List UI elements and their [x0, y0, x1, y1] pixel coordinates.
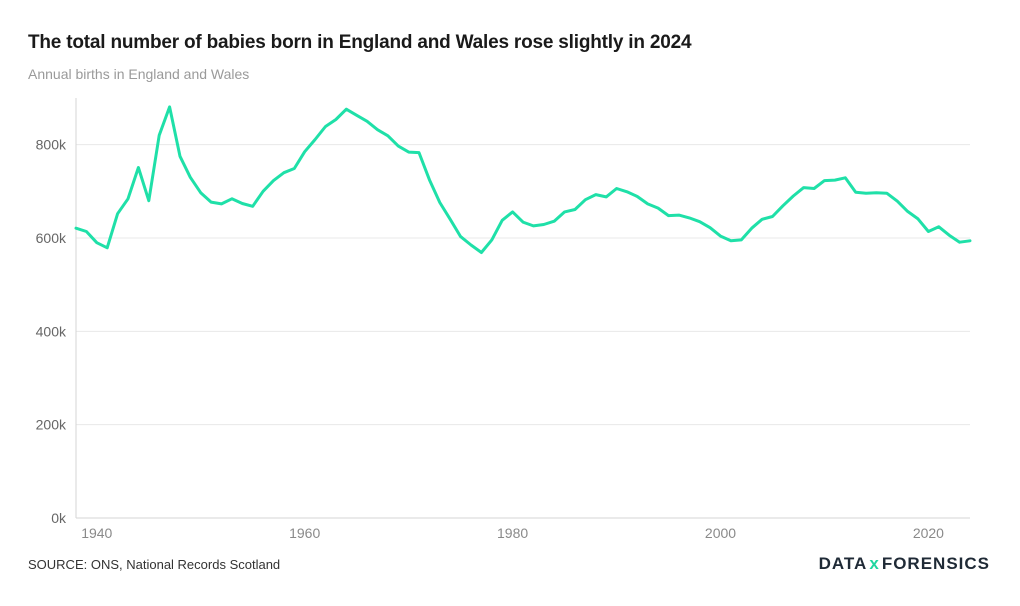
x-tick-label: 1980	[497, 525, 528, 541]
x-tick-label: 2000	[705, 525, 736, 541]
logo-mark: x	[869, 554, 880, 573]
series-line-births	[74, 105, 972, 254]
logo-text-right: FORENSICS	[881, 554, 990, 573]
chart-subtitle: Annual births in England and Wales	[28, 66, 250, 82]
y-tick-label: 800k	[36, 137, 67, 153]
x-tick-label: 1960	[289, 525, 320, 541]
y-tick-label: 0k	[51, 510, 67, 526]
y-tick-label: 600k	[36, 230, 67, 246]
x-tick-label: 1940	[81, 525, 112, 541]
logo-text-left: DATA	[818, 554, 868, 573]
data-forensics-logo: DATA x FORENSICS	[819, 554, 990, 574]
chart-title: The total number of babies born in Engla…	[28, 32, 692, 53]
source-note: SOURCE: ONS, National Records Scotland	[28, 557, 281, 572]
x-tick-label: 2020	[913, 525, 944, 541]
y-tick-label: 200k	[36, 417, 67, 433]
y-tick-label: 400k	[36, 323, 67, 339]
